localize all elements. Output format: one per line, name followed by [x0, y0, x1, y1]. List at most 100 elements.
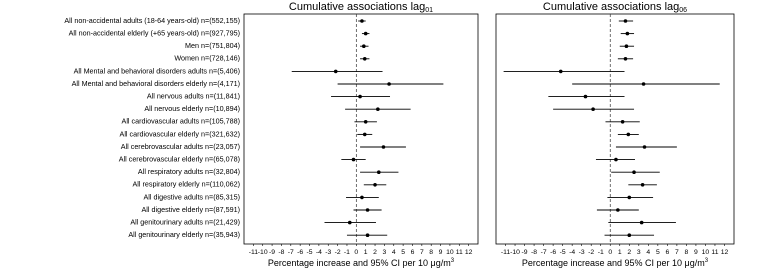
title-text: Cumulative associations lag: [289, 1, 425, 13]
x-tick-label: -6: [297, 249, 303, 256]
category-label: All Mental and behavioral disorders adul…: [74, 66, 240, 75]
point-estimate: [632, 170, 636, 174]
x-tick-label: 12: [465, 249, 473, 256]
x-tick-label: 10: [702, 249, 710, 256]
chart-title: Cumulative associations lag01: [289, 1, 433, 14]
x-tick-label: -2: [588, 249, 594, 256]
title-subscript: 01: [425, 7, 433, 14]
point-estimate: [360, 195, 364, 200]
x-tick-label: 1: [618, 249, 622, 256]
x-axis-title: Percentage increase and 95% CI per 10 μg…: [268, 258, 455, 269]
point-estimate: [626, 132, 631, 137]
x-tick-label: -3: [325, 249, 331, 256]
x-tick-label: 1: [364, 249, 368, 256]
point-estimate: [627, 233, 632, 237]
x-tick-label: -10: [258, 249, 268, 256]
category-label: All genitourinary adults n=(21,429): [130, 218, 240, 227]
x-tick-label: 5: [656, 249, 660, 256]
x-axis-title-superscript: 3: [451, 258, 455, 264]
x-tick-label: 5: [401, 249, 405, 256]
x-axis-title-superscript: 3: [705, 258, 709, 264]
x-tick-label: -11: [249, 249, 259, 256]
x-tick-label: -8: [278, 249, 284, 256]
category-label: All genitourinary elderly n=(35,943): [128, 230, 240, 239]
point-estimate: [625, 31, 630, 36]
x-tick-label: -2: [335, 249, 341, 256]
category-label: All digestive elderly n=(87,591): [142, 205, 240, 214]
point-estimate: [620, 120, 625, 124]
x-tick-label: 4: [392, 249, 396, 256]
x-tick-label: 12: [721, 249, 729, 256]
point-estimate: [365, 233, 370, 237]
x-tick-label: 7: [420, 249, 424, 256]
x-tick-label: -3: [579, 249, 585, 256]
x-tick-label: 4: [646, 249, 650, 256]
category-label: All non-accidental elderly (+65 years-ol…: [69, 29, 240, 38]
x-tick-label: 6: [411, 249, 415, 256]
x-tick-label: 8: [685, 249, 689, 256]
point-estimate: [347, 220, 352, 225]
title-subscript: 06: [679, 7, 687, 14]
point-estimate: [362, 132, 367, 137]
point-estimate: [333, 69, 338, 74]
x-tick-label: -6: [550, 249, 556, 256]
point-estimate: [365, 208, 370, 212]
chart-title: Cumulative associations lag06: [543, 1, 687, 14]
point-estimate: [387, 82, 391, 86]
point-estimate: [381, 145, 386, 149]
category-label: All cardiovascular adults n=(105,788): [122, 117, 240, 126]
x-axis-title: Percentage increase and 95% CI per 10 μg…: [522, 258, 709, 269]
point-estimate: [583, 94, 588, 99]
x-tick-label: -7: [541, 249, 547, 256]
point-estimate: [616, 208, 620, 212]
point-estimate: [358, 94, 362, 99]
point-estimate: [614, 157, 618, 162]
category-label: All Mental and behavioral disorders elde…: [72, 79, 240, 88]
category-label: Women n=(728,146): [174, 54, 240, 63]
point-estimate: [376, 170, 381, 174]
x-tick-label: -4: [569, 249, 575, 256]
plot-frame: [243, 13, 479, 245]
x-tick-label: -9: [522, 249, 528, 256]
x-tick-label: 11: [456, 249, 463, 256]
x-tick-label: 9: [439, 249, 443, 256]
point-estimate: [639, 220, 644, 225]
point-estimate: [641, 82, 646, 86]
category-label: All respiratory adults n=(32,804): [138, 167, 240, 176]
point-estimate: [624, 44, 629, 48]
point-estimate: [623, 19, 628, 23]
point-estimate: [627, 195, 632, 200]
x-tick-label: -5: [560, 249, 566, 256]
x-tick-label: 3: [637, 249, 641, 256]
x-tick-label: 0: [608, 249, 612, 256]
category-label: Men n=(751,804): [185, 41, 240, 50]
x-tick-label: -7: [288, 249, 294, 256]
category-label: All cardiovascular elderly n=(321,632): [120, 129, 240, 138]
point-estimate: [362, 57, 367, 61]
point-estimate: [591, 107, 595, 111]
category-label: All digestive adults n=(85,315): [144, 192, 241, 201]
point-estimate: [360, 19, 364, 23]
x-tick-label: 6: [665, 249, 669, 256]
point-estimate: [640, 183, 645, 187]
x-tick-label: 7: [675, 249, 679, 256]
x-tick-label: 2: [373, 249, 377, 256]
plot-frame: [495, 13, 735, 245]
x-tick-label: 10: [446, 249, 454, 256]
x-tick-label: 11: [711, 249, 718, 256]
x-tick-label: 8: [429, 249, 433, 256]
x-tick-label: -1: [598, 249, 604, 256]
x-tick-label: -10: [510, 249, 520, 256]
x-tick-label: -11: [501, 249, 511, 256]
x-tick-label: 3: [383, 249, 387, 256]
x-tick-label: -5: [306, 249, 312, 256]
x-axis-title-text: Percentage increase and 95% CI per 10 μg…: [268, 258, 451, 268]
category-label: All cerebrovascular elderly n=(65,078): [119, 155, 240, 164]
point-estimate: [351, 157, 356, 162]
point-estimate: [363, 31, 368, 36]
x-tick-label: 0: [354, 249, 358, 256]
category-label: All nervous adults n=(11,841): [147, 92, 240, 101]
x-tick-label: -9: [269, 249, 275, 256]
category-label: All non-accidental adults (18-64 years-o…: [64, 16, 240, 25]
